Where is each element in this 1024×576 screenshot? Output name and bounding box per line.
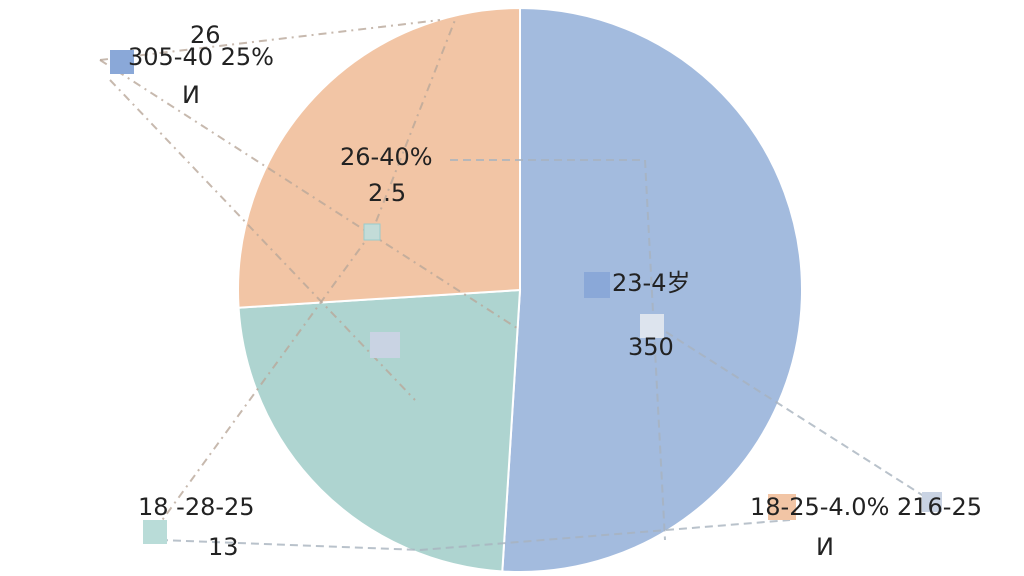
annotation: 13 [208,533,239,561]
marker [363,223,381,241]
leader-line [159,519,791,552]
leader-line [99,59,521,331]
marker [922,492,942,512]
annotation: 305-40 25% [128,43,274,71]
annotation: И [182,81,200,109]
marker [110,50,134,74]
marker [143,520,167,544]
leader-line [109,79,416,401]
annotation: 23-4岁 [612,269,690,297]
leader-lines [99,19,931,552]
pie-slice [237,288,522,573]
annotation: 18 -28-25 [138,493,255,521]
pie [237,6,803,573]
leader-line [154,19,456,531]
marker [584,272,610,298]
annotation: 350 [628,333,674,361]
leader-line [654,324,931,501]
markers [110,50,942,544]
leader-line [450,159,666,541]
leader-line [99,19,441,61]
marker [768,494,796,520]
marker [640,314,664,338]
pie-slice [237,6,521,309]
marker [370,332,400,358]
annotation: 2.5 [368,179,406,207]
annotation: 26 [190,21,221,49]
annotation: 26-40% [340,143,433,171]
annotation: 18-25-4.0% 216-25 [750,493,982,521]
annotation: И [816,533,834,561]
